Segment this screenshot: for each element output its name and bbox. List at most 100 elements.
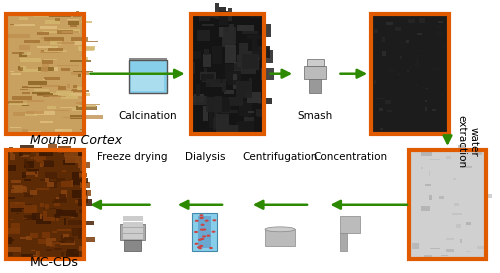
- Bar: [22, 52, 31, 55]
- Bar: [417, 65, 418, 67]
- Bar: [56, 209, 62, 216]
- Circle shape: [200, 217, 203, 219]
- Bar: [228, 8, 232, 21]
- Bar: [262, 67, 274, 80]
- Circle shape: [199, 245, 203, 247]
- Bar: [18, 45, 30, 50]
- Bar: [22, 129, 28, 133]
- Bar: [68, 19, 80, 20]
- Circle shape: [200, 214, 203, 216]
- Bar: [250, 55, 259, 70]
- Bar: [122, 222, 142, 227]
- Bar: [192, 213, 218, 251]
- Bar: [30, 255, 38, 256]
- Bar: [34, 89, 49, 91]
- Bar: [386, 22, 393, 25]
- Bar: [52, 46, 56, 50]
- Bar: [52, 201, 57, 203]
- Bar: [44, 50, 66, 52]
- Bar: [40, 163, 43, 167]
- Bar: [402, 46, 405, 47]
- Bar: [416, 60, 418, 63]
- Bar: [234, 74, 237, 88]
- Bar: [226, 64, 241, 82]
- Bar: [82, 195, 87, 203]
- Bar: [55, 19, 60, 22]
- Bar: [442, 93, 444, 95]
- Bar: [215, 3, 219, 19]
- Bar: [40, 85, 60, 88]
- Bar: [24, 215, 36, 220]
- Bar: [224, 90, 234, 94]
- Bar: [442, 45, 448, 48]
- Bar: [46, 249, 52, 251]
- Bar: [60, 106, 72, 108]
- Bar: [8, 237, 12, 244]
- Bar: [6, 102, 23, 104]
- Bar: [11, 73, 21, 75]
- Bar: [72, 172, 79, 179]
- Text: Freeze drying: Freeze drying: [97, 152, 168, 162]
- Bar: [248, 92, 260, 103]
- Bar: [10, 148, 12, 154]
- Bar: [28, 130, 40, 133]
- Bar: [420, 19, 426, 23]
- Bar: [60, 235, 65, 242]
- Bar: [236, 121, 251, 131]
- Bar: [78, 162, 90, 168]
- Bar: [80, 57, 88, 60]
- Bar: [10, 127, 21, 128]
- Bar: [62, 170, 66, 172]
- Bar: [40, 179, 50, 181]
- Bar: [250, 15, 262, 18]
- Bar: [380, 12, 382, 16]
- Bar: [208, 15, 216, 18]
- Bar: [8, 165, 16, 171]
- Bar: [222, 32, 235, 46]
- Text: Calcination: Calcination: [118, 111, 177, 121]
- Bar: [230, 24, 234, 41]
- Bar: [43, 96, 63, 97]
- Circle shape: [194, 243, 198, 245]
- Bar: [36, 153, 39, 160]
- Bar: [16, 13, 31, 16]
- Bar: [446, 249, 454, 252]
- Circle shape: [200, 238, 204, 240]
- Bar: [424, 88, 428, 89]
- Bar: [42, 60, 53, 64]
- Bar: [240, 43, 248, 57]
- Bar: [398, 74, 402, 75]
- Bar: [374, 29, 378, 33]
- Bar: [409, 66, 412, 69]
- Bar: [76, 156, 84, 163]
- Bar: [80, 221, 94, 225]
- Bar: [220, 11, 228, 25]
- Bar: [22, 172, 35, 176]
- Bar: [430, 248, 440, 250]
- Bar: [54, 203, 60, 206]
- Bar: [309, 79, 321, 93]
- Bar: [78, 74, 80, 78]
- Bar: [304, 66, 326, 79]
- Bar: [124, 240, 141, 251]
- Bar: [72, 179, 83, 185]
- Bar: [242, 31, 258, 34]
- Bar: [244, 95, 253, 97]
- Bar: [34, 156, 46, 160]
- Bar: [31, 250, 35, 251]
- Bar: [191, 14, 264, 134]
- Circle shape: [198, 247, 202, 249]
- Bar: [56, 179, 64, 182]
- Bar: [61, 68, 70, 71]
- Bar: [82, 21, 92, 23]
- Bar: [42, 67, 48, 72]
- Bar: [212, 46, 222, 64]
- Bar: [54, 214, 60, 218]
- Bar: [265, 229, 295, 246]
- Bar: [41, 37, 62, 39]
- Bar: [62, 190, 66, 197]
- Bar: [7, 252, 13, 256]
- Bar: [24, 159, 26, 165]
- Bar: [6, 14, 84, 134]
- Bar: [48, 242, 61, 244]
